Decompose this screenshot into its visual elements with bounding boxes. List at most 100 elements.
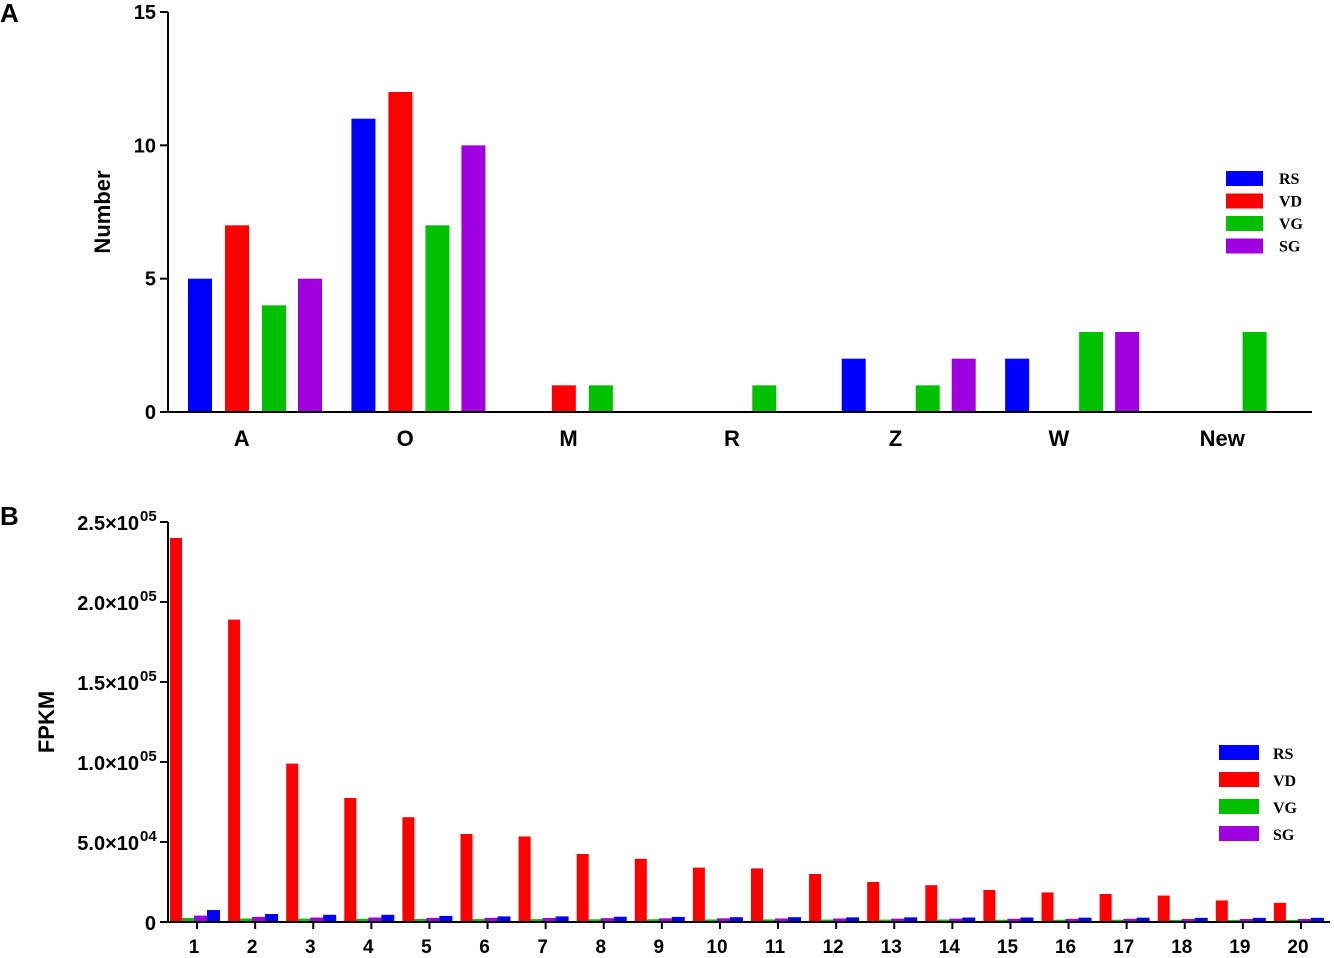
panel-b-bar-sg-17 bbox=[1123, 918, 1137, 922]
panel-b-bar-vg-4 bbox=[356, 918, 370, 922]
panel-a-y-tick-label: 0 bbox=[145, 402, 156, 424]
panel-b-bar-sg-7 bbox=[542, 918, 556, 922]
panel-b-x-tick-label: 9 bbox=[654, 937, 665, 958]
panel-a-y-tick-label: 15 bbox=[134, 2, 156, 24]
panel-b-bar-rs-18 bbox=[1194, 917, 1208, 922]
panel-b-bar-vd-1 bbox=[170, 538, 182, 922]
panel-b-legend-swatch-vg bbox=[1219, 799, 1259, 814]
panel-b-bar-sg-4 bbox=[368, 917, 382, 922]
panel-b-bar-rs-15 bbox=[1020, 917, 1034, 922]
panel-b-x-tick-label: 4 bbox=[363, 937, 374, 958]
panel-b-legend-label-sg: SG bbox=[1273, 827, 1295, 844]
panel-b-bar-vg-18 bbox=[1169, 919, 1183, 922]
panel-a-x-tick-label: M bbox=[559, 426, 577, 451]
panel-a-x-tick-label: Z bbox=[889, 426, 902, 451]
panel-b-x-ticks: 1 2 3 4 5 6 7 8 9 10 11 12 13 14 15 16 17 18 19 20 bbox=[189, 922, 1309, 958]
panel-a-legend-label-vd: VD bbox=[1279, 194, 1302, 211]
panel-b-bar-rs-12 bbox=[846, 917, 860, 922]
panel-a-legend-label-vg: VG bbox=[1279, 216, 1304, 233]
panel-b-bar-vd-8 bbox=[576, 854, 589, 922]
panel-b-legend-label-vd: VD bbox=[1273, 773, 1296, 790]
panel-b-bar-vd-5 bbox=[402, 817, 415, 922]
panel-b-legend-swatch-sg bbox=[1219, 826, 1259, 841]
panel-b-bar-rs-7 bbox=[555, 916, 569, 922]
panel-b-bar-sg-18 bbox=[1181, 918, 1195, 922]
panel-b-bar-sg-1 bbox=[194, 915, 207, 922]
panel-b-x-tick-label: 8 bbox=[595, 937, 606, 958]
panel-b-bar-vg-12 bbox=[821, 919, 835, 922]
panel-a-bar-rs-w bbox=[1005, 358, 1030, 412]
panel-a-bar-vg-r bbox=[752, 385, 777, 412]
panel-a-label: A bbox=[0, 0, 19, 28]
panel-b-bar-sg-5 bbox=[426, 917, 440, 922]
panel-b-y-tick-label: 0 bbox=[145, 913, 156, 935]
panel-b-y-tick-label: 2.5×10 bbox=[77, 513, 139, 535]
panel-b-bar-vg-1 bbox=[182, 918, 195, 922]
panel-b-legend-swatch-vd bbox=[1219, 772, 1259, 787]
panel-a-legend-label-sg: SG bbox=[1279, 239, 1301, 256]
panel-b-bar-vg-20 bbox=[1285, 919, 1299, 922]
panel-b-y-tick-label: 2.0×10 bbox=[77, 593, 139, 615]
panel-b-y-axis-title: FPKM bbox=[34, 691, 59, 753]
panel-a-y-axis-title: Number bbox=[90, 170, 115, 254]
panel-a-x-tick-label: New bbox=[1200, 426, 1246, 451]
panel-b-bar-vg-3 bbox=[298, 918, 312, 922]
panel-a-legend-label-rs: RS bbox=[1279, 171, 1300, 188]
panel-b-bar-rs-6 bbox=[497, 916, 511, 922]
panel-a-x-tick-label: R bbox=[724, 426, 740, 451]
panel-b-bar-vd-10 bbox=[692, 867, 705, 922]
panel-b-bar-vd-17 bbox=[1099, 894, 1112, 922]
panel-b-bar-vg-10 bbox=[704, 919, 718, 922]
panel-b-x-tick-label: 7 bbox=[537, 937, 548, 958]
panel-b-bar-vg-9 bbox=[646, 919, 660, 922]
panel-b-x-tick-label: 13 bbox=[881, 937, 902, 958]
panel-b-x-tick-label: 2 bbox=[247, 937, 258, 958]
panel-b-bar-vg-19 bbox=[1227, 919, 1241, 922]
panel-b-bar-rs-8 bbox=[613, 916, 627, 922]
panel-a-x-ticks: A O M R Z W New bbox=[234, 426, 1246, 451]
panel-b-x-tick-label: 5 bbox=[421, 937, 432, 958]
panel-b-bar-sg-3 bbox=[310, 917, 324, 922]
panel-a-legend-swatch-sg bbox=[1226, 238, 1263, 254]
panel-b-legend: RS VD VG SG bbox=[1219, 745, 1298, 844]
panel-b-bar-rs-19 bbox=[1252, 917, 1266, 922]
panel-a-bar-sg-a bbox=[298, 278, 322, 412]
panel-a-bar-vg-z bbox=[915, 385, 940, 412]
panel-b-legend-label-rs: RS bbox=[1273, 746, 1294, 763]
panel-a-y-ticks: 0 5 10 15 bbox=[134, 2, 168, 424]
panel-b-bar-vd-13 bbox=[867, 882, 880, 922]
panel-b-x-tick-label: 19 bbox=[1229, 937, 1250, 958]
panel-b-bar-vg-6 bbox=[472, 919, 486, 922]
panel-b-bar-sg-11 bbox=[775, 918, 788, 922]
panel-b-bar-sg-6 bbox=[484, 917, 498, 922]
panel-b-bar-vd-18 bbox=[1157, 895, 1170, 922]
panel-b-bars bbox=[170, 538, 1324, 922]
panel-b-bar-rs-9 bbox=[671, 916, 685, 922]
panel-a-bar-vd-o bbox=[388, 92, 413, 412]
panel-b-label: B bbox=[0, 501, 19, 531]
panel-b-bar-vg-17 bbox=[1111, 919, 1125, 922]
panel-b-bar-rs-2 bbox=[265, 914, 279, 922]
panel-b-bar-rs-4 bbox=[381, 914, 395, 922]
panel-b-bar-rs-20 bbox=[1310, 917, 1324, 922]
panel-b-bar-sg-10 bbox=[716, 918, 730, 922]
panel-a-x-tick-label: O bbox=[397, 426, 414, 451]
panel-b-x-tick-label: 12 bbox=[823, 937, 844, 958]
panel-a-bar-sg-z bbox=[951, 358, 976, 412]
panel-b-bar-rs-1 bbox=[207, 910, 220, 922]
panel-b-x-tick-label: 20 bbox=[1287, 937, 1308, 958]
panel-b-y-tick-exponent: 04 bbox=[140, 828, 157, 845]
panel-a-x-tick-label: W bbox=[1048, 426, 1069, 451]
panel-b-bar-vg-16 bbox=[1053, 919, 1067, 922]
panel-b-y-tick-exponent: 05 bbox=[140, 508, 157, 525]
panel-b-bar-vd-2 bbox=[228, 619, 241, 922]
panel-b-bar-vg-15 bbox=[995, 919, 1009, 922]
panel-b-x-tick-label: 15 bbox=[997, 937, 1019, 958]
panel-a-legend: RS VD VG SG bbox=[1226, 171, 1304, 256]
panel-b-bar-vd-16 bbox=[1041, 892, 1054, 922]
panel-b-y-tick-label: 5.0×10 bbox=[77, 833, 139, 855]
panel-b-y-ticks: 05.0×10 041.0×10 051.5×10 052.0×10 052.5×10 0… bbox=[77, 508, 168, 935]
panel-b-bar-rs-5 bbox=[439, 915, 453, 922]
panel-a-bar-rs-z bbox=[841, 358, 866, 412]
